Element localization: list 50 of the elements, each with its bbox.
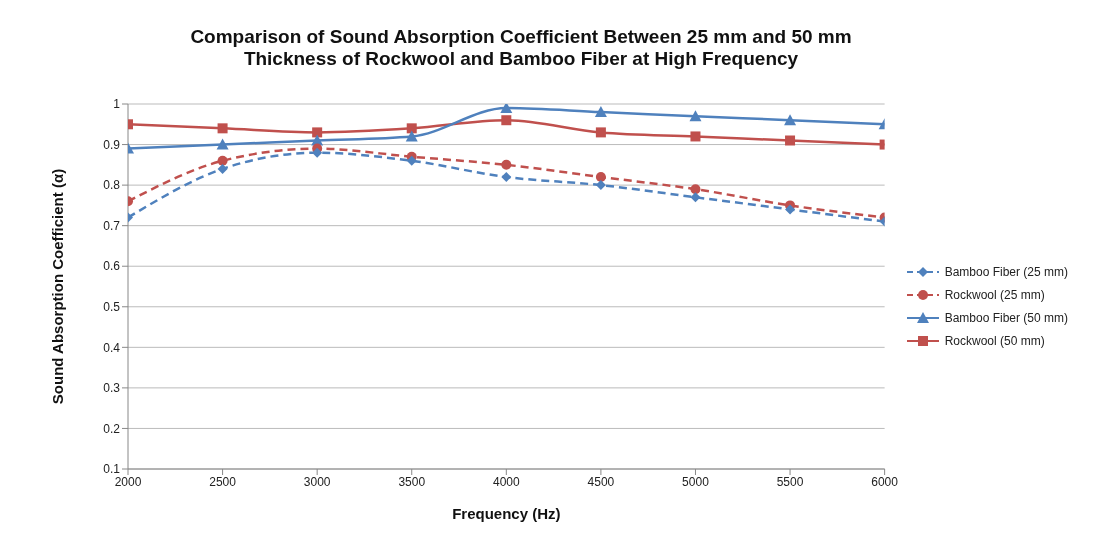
- point: [595, 127, 606, 138]
- point: [216, 138, 229, 150]
- x-tick-label: 6000: [871, 474, 899, 489]
- x-tick-label: 4500: [587, 474, 615, 489]
- legend-label: Rockwool (50 mm): [944, 334, 1045, 348]
- legend-label: Rockwool (25 mm): [944, 288, 1045, 302]
- y-tick-label: 0.6: [103, 259, 121, 274]
- point: [501, 115, 512, 126]
- point: [595, 180, 606, 191]
- point: [690, 131, 701, 142]
- point: [784, 114, 797, 126]
- x-tick-label: 2000: [114, 474, 142, 489]
- point: [785, 135, 796, 146]
- point: [500, 104, 513, 114]
- x-axis-title: Frequency (Hz): [452, 505, 561, 522]
- point: [689, 110, 702, 122]
- point: [406, 155, 417, 166]
- y-tick-label: 0.7: [103, 218, 121, 233]
- point: [501, 172, 512, 182]
- x-tick-label: 3000: [303, 474, 331, 489]
- y-tick-label: 0.2: [103, 421, 121, 436]
- point: [785, 204, 796, 215]
- point: [217, 123, 228, 134]
- point: [501, 159, 512, 170]
- point: [312, 147, 323, 158]
- point: [217, 155, 228, 166]
- point: [690, 184, 701, 195]
- point: [595, 172, 606, 182]
- y-tick-label: 0.3: [103, 381, 121, 396]
- point: [405, 130, 418, 142]
- point: [690, 192, 701, 203]
- x-tick-label: 3500: [398, 474, 426, 489]
- point: [312, 127, 323, 138]
- point: [217, 163, 228, 174]
- y-axis-title: Sound Absorption Coefficient (α): [49, 168, 67, 405]
- point: [594, 106, 607, 118]
- y-tick-label: 0.8: [103, 178, 121, 193]
- y-tick-label: 0.5: [103, 300, 121, 315]
- y-tick-label: 0.4: [103, 340, 121, 355]
- x-tick-label: 5500: [776, 474, 804, 489]
- x-tick-label: 2500: [209, 474, 237, 489]
- y-tick-label: 0.9: [103, 137, 121, 152]
- legend-label: Bamboo Fiber (50 mm): [944, 311, 1068, 325]
- legend-label: Bamboo Fiber (25 mm): [944, 265, 1068, 279]
- y-tick-label: 0.1: [103, 462, 121, 477]
- y-tick-label: 1: [113, 97, 121, 112]
- x-tick-label: 4000: [492, 474, 520, 489]
- point: [406, 123, 417, 134]
- x-tick-label: 5000: [682, 474, 710, 489]
- chart-title: Comparison of Sound Absorption Coefficient Between 25 mm and 50 mm Thickness of Rockwool and Bamboo Fiber at High Frequency: [189, 25, 853, 71]
